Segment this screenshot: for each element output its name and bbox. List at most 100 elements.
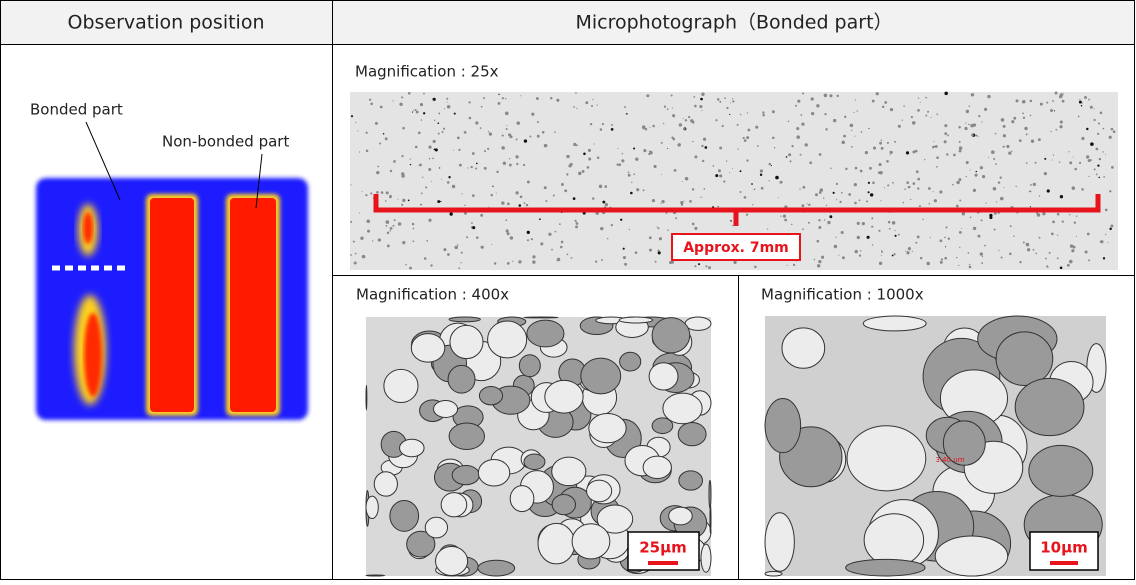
- texture-mark: [797, 100, 800, 103]
- texture-mark: [527, 180, 530, 183]
- texture-mark: [351, 115, 353, 117]
- texture-mark: [671, 95, 673, 97]
- texture-mark: [870, 193, 873, 196]
- texture-mark: [372, 240, 373, 241]
- texture-mark: [649, 363, 678, 390]
- texture-mark: [573, 106, 575, 108]
- texture-mark: [420, 204, 422, 206]
- texture-mark: [719, 174, 722, 177]
- texture-mark: [1009, 253, 1012, 256]
- texture-mark: [447, 253, 450, 256]
- texture-mark: [984, 108, 987, 111]
- texture-mark: [1102, 151, 1103, 152]
- texture-mark: [846, 559, 925, 576]
- texture-mark: [410, 164, 411, 165]
- texture-mark: [661, 174, 662, 175]
- texture-mark: [468, 101, 470, 103]
- texture-mark: [453, 150, 454, 151]
- texture-mark: [772, 110, 775, 113]
- texture-mark: [1079, 162, 1081, 164]
- texture-mark: [1097, 164, 1099, 166]
- texture-mark: [868, 191, 870, 193]
- texture-mark: [507, 262, 510, 265]
- texture-mark: [360, 237, 363, 240]
- texture-mark: [1023, 117, 1025, 119]
- texture-mark: [892, 255, 894, 257]
- texture-mark: [912, 121, 916, 125]
- texture-mark: [480, 127, 482, 129]
- texture-mark: [413, 110, 414, 111]
- texture-mark: [502, 97, 504, 99]
- texture-mark: [905, 251, 906, 252]
- texture-mark: [973, 189, 976, 192]
- texture-mark: [503, 162, 506, 165]
- texture-mark: [826, 205, 827, 206]
- texture-mark: [835, 237, 836, 238]
- texture-mark: [988, 157, 989, 158]
- texture-mark: [433, 140, 436, 143]
- texture-mark: [861, 131, 863, 133]
- texture-mark: [1081, 188, 1084, 191]
- texture-mark: [402, 199, 405, 202]
- texture-mark: [959, 141, 961, 143]
- texture-mark: [1113, 130, 1116, 133]
- texture-mark: [354, 261, 357, 264]
- texture-mark: [449, 317, 480, 322]
- texture-mark: [836, 199, 837, 200]
- texture-mark: [993, 158, 995, 160]
- texture-mark: [866, 200, 868, 202]
- texture-mark: [1069, 161, 1072, 164]
- texture-mark: [366, 219, 370, 223]
- texture-mark: [995, 133, 997, 135]
- texture-mark: [976, 135, 978, 137]
- texture-mark: [624, 106, 626, 108]
- texture-mark: [585, 101, 588, 104]
- texture-mark: [520, 95, 521, 96]
- texture-mark: [1054, 110, 1055, 111]
- texture-mark: [1031, 140, 1034, 143]
- texture-mark: [475, 121, 478, 124]
- texture-mark: [809, 161, 812, 164]
- texture-mark: [752, 204, 753, 205]
- texture-mark: [732, 225, 733, 226]
- texture-mark: [932, 146, 935, 149]
- texture-mark: [1060, 266, 1063, 269]
- texture-mark: [355, 253, 357, 255]
- texture-mark: [635, 251, 638, 254]
- texture-mark: [1039, 195, 1040, 196]
- texture-mark: [1059, 95, 1062, 98]
- texture-mark: [978, 115, 980, 117]
- texture-mark: [1030, 206, 1031, 207]
- texture-mark: [1111, 128, 1114, 131]
- texture-mark: [1110, 224, 1113, 227]
- texture-mark: [805, 143, 808, 146]
- texture-mark: [1003, 134, 1006, 137]
- texture-mark: [966, 110, 969, 113]
- texture-mark: [893, 253, 895, 255]
- texture-mark: [450, 212, 453, 215]
- texture-mark: [944, 236, 946, 238]
- texture-mark: [994, 228, 996, 230]
- texture-mark: [1105, 234, 1106, 235]
- texture-mark: [1022, 113, 1024, 115]
- texture-mark: [705, 265, 707, 267]
- texture-mark: [958, 265, 959, 266]
- texture-mark: [898, 125, 901, 128]
- label: Bonded part: [30, 101, 123, 119]
- texture-mark: [1001, 256, 1003, 258]
- texture-mark: [498, 102, 501, 105]
- measurement: 3.40 um: [935, 456, 964, 464]
- texture-mark: [531, 238, 533, 240]
- texture-mark: [906, 181, 909, 184]
- texture-mark: [589, 414, 626, 443]
- texture-mark: [757, 145, 759, 147]
- texture-mark: [425, 517, 447, 538]
- texture-mark: [362, 255, 366, 259]
- texture-mark: [1010, 225, 1012, 227]
- texture-mark: [1103, 257, 1105, 259]
- texture-mark: [422, 177, 423, 178]
- texture-mark: [581, 358, 621, 394]
- texture-mark: [829, 215, 832, 218]
- texture-mark: [591, 105, 593, 107]
- texture-mark: [478, 459, 509, 486]
